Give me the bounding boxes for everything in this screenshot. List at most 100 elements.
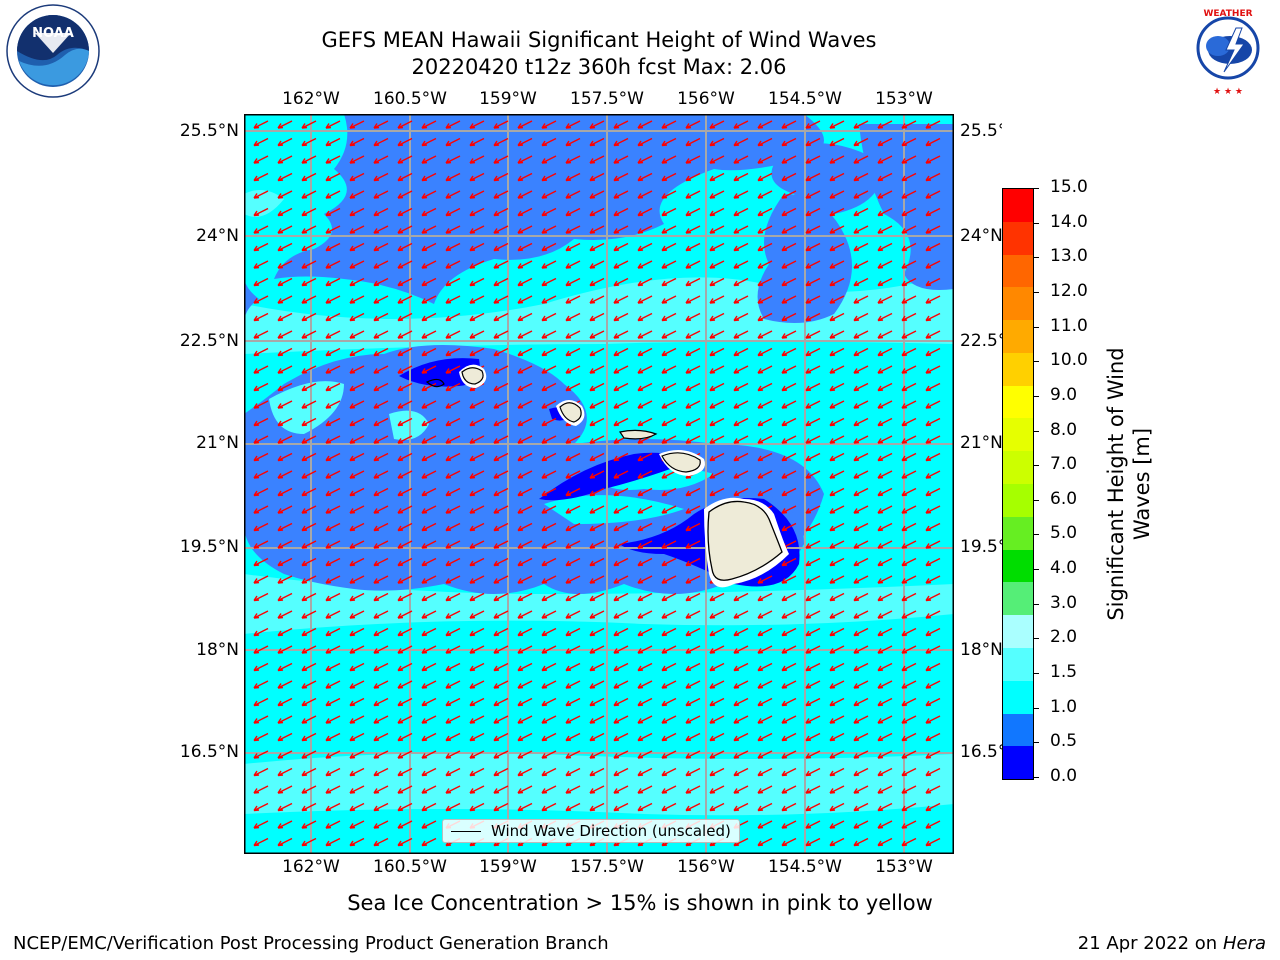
wave-arrow bbox=[493, 260, 509, 269]
wave-arrow bbox=[901, 452, 917, 462]
wave-arrow bbox=[901, 365, 917, 374]
wave-arrow bbox=[589, 697, 605, 707]
wave-arrow bbox=[637, 365, 653, 374]
wave-arrow bbox=[757, 207, 773, 217]
wave-arrow bbox=[805, 382, 821, 392]
wave-arrow bbox=[901, 330, 917, 339]
wave-arrow bbox=[853, 172, 869, 182]
wave-arrow bbox=[877, 382, 893, 392]
colorbar-tick-mark bbox=[1034, 707, 1039, 709]
wave-arrow bbox=[829, 785, 845, 794]
wave-arrow bbox=[901, 610, 917, 619]
wave-arrow bbox=[589, 540, 605, 549]
wave-arrow bbox=[493, 155, 509, 164]
wave-arrow bbox=[685, 172, 701, 182]
colorbar-tick-label: 0.5 bbox=[1050, 731, 1078, 752]
wave-arrow bbox=[757, 732, 773, 742]
wave-arrow bbox=[733, 137, 749, 147]
wave-arrow bbox=[541, 330, 557, 339]
wave-arrow bbox=[829, 505, 845, 514]
wave-arrow bbox=[853, 697, 869, 707]
wave-arrow bbox=[445, 767, 461, 777]
colorbar-tick-label: 7.0 bbox=[1050, 454, 1078, 475]
wave-arrow bbox=[757, 820, 773, 829]
wave-arrow bbox=[397, 715, 413, 724]
wave-arrow bbox=[301, 120, 317, 129]
wave-arrow bbox=[757, 715, 773, 724]
map-frame bbox=[244, 114, 954, 854]
wave-arrow bbox=[517, 645, 533, 654]
wave-arrow bbox=[901, 750, 917, 759]
wave-arrow bbox=[253, 645, 269, 654]
wave-arrow bbox=[853, 190, 869, 199]
wave-arrow bbox=[805, 277, 821, 287]
wave-arrow bbox=[325, 592, 341, 602]
wave-arrow bbox=[925, 522, 941, 532]
wave-arrow bbox=[661, 277, 677, 287]
wave-arrow bbox=[925, 365, 941, 374]
wave-arrow bbox=[757, 312, 773, 322]
colorbar-tick-mark bbox=[1034, 257, 1039, 259]
wave-arrow bbox=[445, 785, 461, 794]
wave-arrow bbox=[877, 732, 893, 742]
wave-arrow bbox=[781, 295, 797, 304]
wave-arrow bbox=[373, 330, 389, 339]
wave-arrow bbox=[373, 295, 389, 304]
wave-arrow bbox=[493, 120, 509, 129]
wave-arrow bbox=[277, 627, 293, 637]
wave-arrow bbox=[301, 242, 317, 252]
wave-arrow bbox=[661, 172, 677, 182]
wave-arrow bbox=[397, 627, 413, 637]
wave-arrow bbox=[637, 767, 653, 777]
wave-arrow bbox=[325, 522, 341, 532]
lon-tick-top: 156°W bbox=[677, 89, 735, 109]
wave-arrow bbox=[877, 505, 893, 514]
wave-arrow bbox=[373, 417, 389, 427]
wave-arrow bbox=[325, 225, 341, 234]
wave-arrow bbox=[517, 732, 533, 742]
wave-arrow bbox=[925, 785, 941, 794]
wave-arrow bbox=[421, 295, 437, 304]
wave-arrow bbox=[325, 715, 341, 724]
wave-arrow bbox=[901, 715, 917, 724]
wave-arrow bbox=[877, 312, 893, 322]
wave-arrow bbox=[853, 487, 869, 497]
wave-arrow bbox=[469, 697, 485, 707]
wave-arrow bbox=[781, 662, 797, 672]
wave-arrow bbox=[925, 312, 941, 322]
wave-arrow bbox=[253, 242, 269, 252]
wave-arrow bbox=[685, 330, 701, 339]
wave-arrow bbox=[301, 732, 317, 742]
wave-arrow bbox=[709, 452, 725, 462]
wave-arrow bbox=[373, 347, 389, 357]
wave-arrow bbox=[733, 435, 749, 444]
wave-arrow bbox=[541, 767, 557, 777]
wave-arrow bbox=[709, 417, 725, 427]
wave-arrow bbox=[493, 365, 509, 374]
wave-arrow bbox=[469, 592, 485, 602]
wave-arrow bbox=[589, 295, 605, 304]
wave-arrow bbox=[373, 820, 389, 829]
wave-arrow bbox=[349, 225, 365, 234]
wave-arrow bbox=[445, 540, 461, 549]
wave-arrow bbox=[589, 400, 605, 409]
wave-arrow bbox=[877, 277, 893, 287]
wave-arrow bbox=[829, 155, 845, 164]
wave-arrow bbox=[589, 802, 605, 812]
wave-arrow bbox=[877, 260, 893, 269]
wave-arrow bbox=[877, 295, 893, 304]
wave-arrow bbox=[901, 767, 917, 777]
wave-arrow bbox=[829, 312, 845, 322]
wave-arrow bbox=[301, 610, 317, 619]
wave-arrow bbox=[445, 365, 461, 374]
wave-arrow bbox=[469, 470, 485, 479]
wave-arrow bbox=[805, 557, 821, 567]
wave-arrow bbox=[733, 365, 749, 374]
wave-arrow bbox=[829, 750, 845, 759]
wave-arrow bbox=[853, 225, 869, 234]
wave-arrow bbox=[445, 452, 461, 462]
wave-arrow bbox=[757, 417, 773, 427]
wave-arrow bbox=[301, 837, 317, 847]
wave-arrow bbox=[853, 750, 869, 759]
wave-arrow bbox=[877, 400, 893, 409]
